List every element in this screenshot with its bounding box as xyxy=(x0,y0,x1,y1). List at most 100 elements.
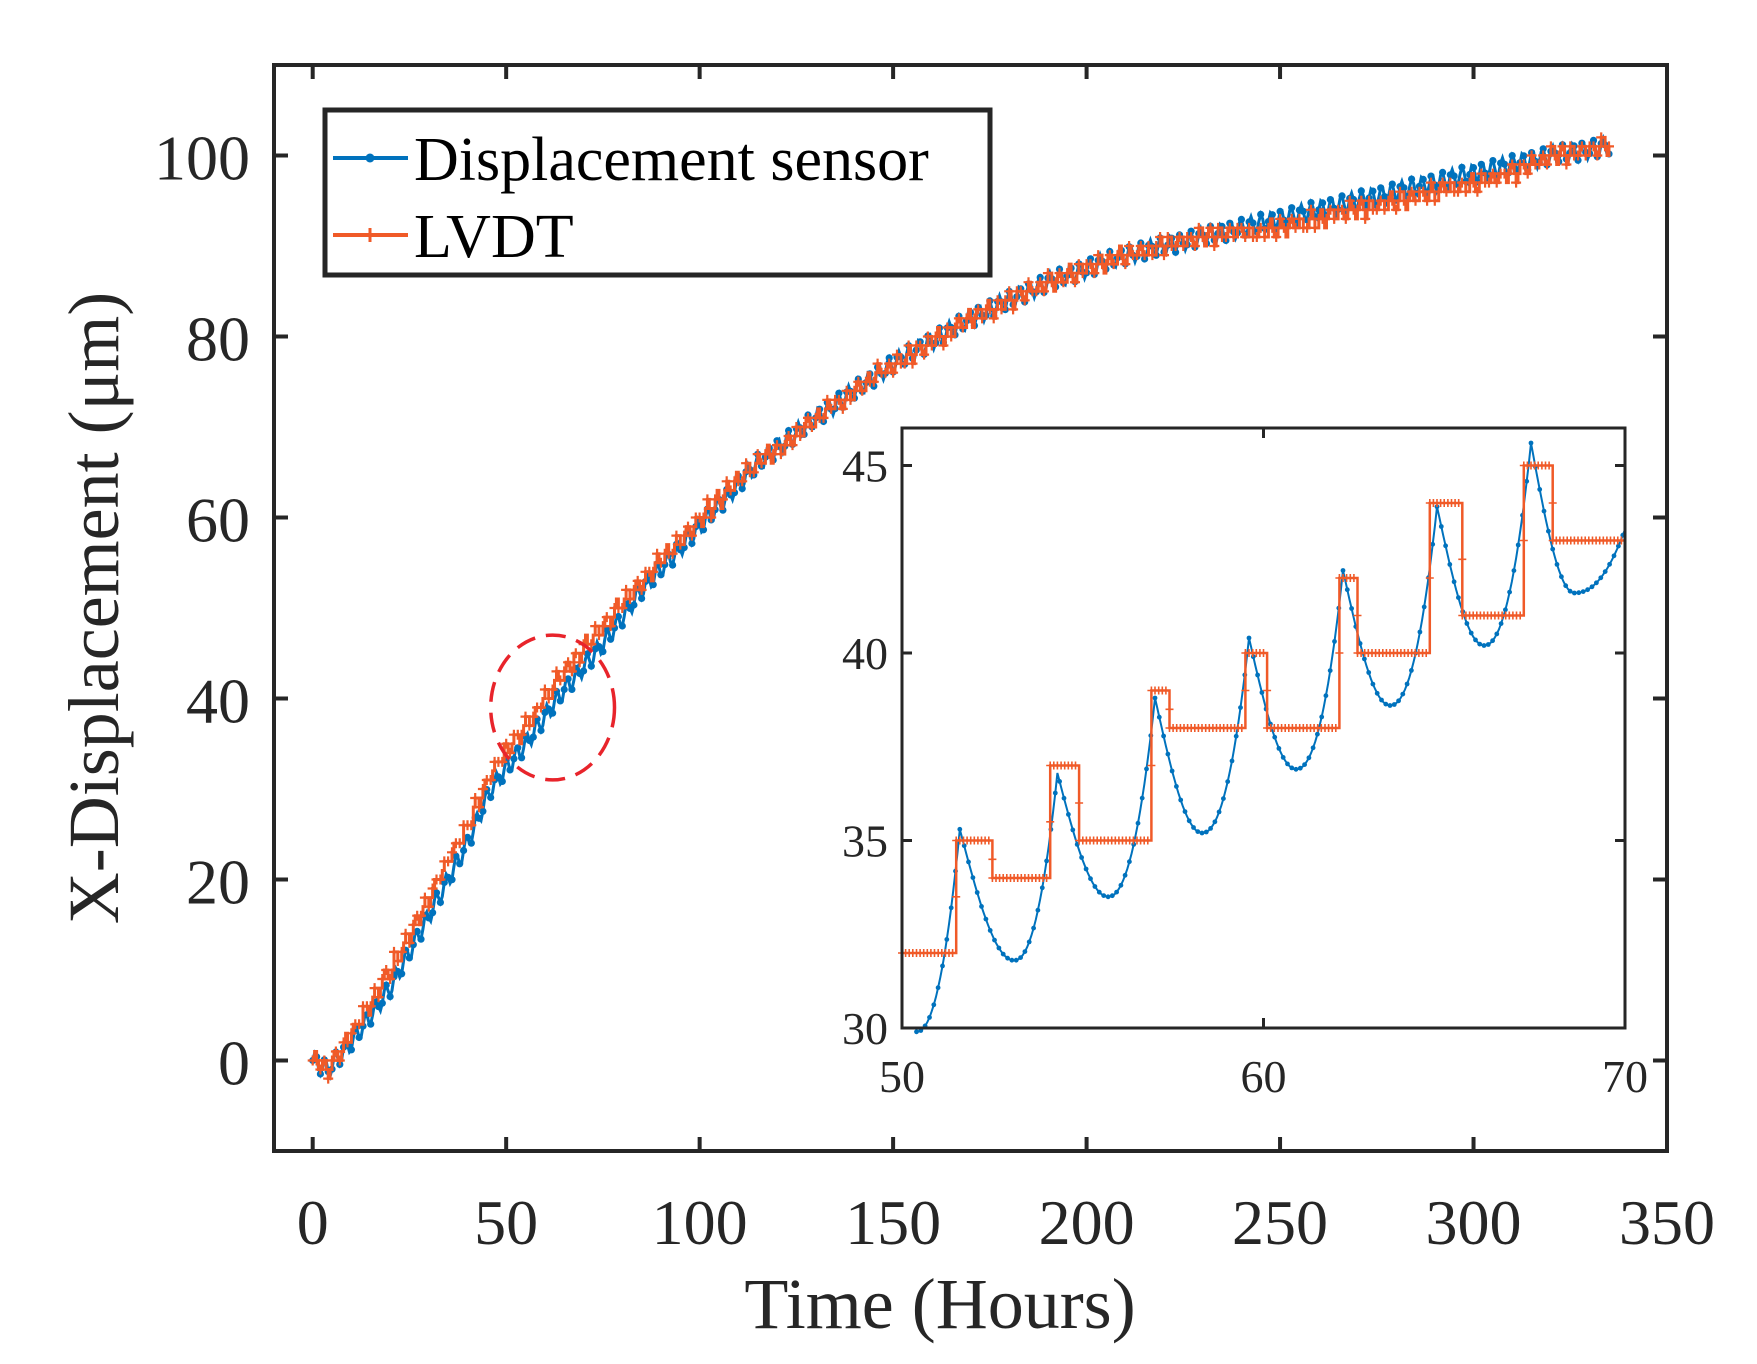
inset-sensor-point xyxy=(1013,957,1019,963)
inset-plot-tick-labels: 50 60 70 30 35 40 45 xyxy=(842,441,1648,1103)
lvdt-point xyxy=(725,485,736,496)
lvdt-point xyxy=(1244,222,1255,233)
sensor-point xyxy=(564,675,572,683)
inset-sensor-point xyxy=(1039,885,1045,891)
lvdt-point xyxy=(1391,204,1402,215)
inset-sensor-point xyxy=(1485,642,1491,647)
lvdt-point xyxy=(1518,159,1529,170)
inset-sensor-point xyxy=(1554,562,1560,567)
lvdt-point xyxy=(1193,222,1204,233)
inset-y-tick-label: 45 xyxy=(842,441,888,492)
sensor-point xyxy=(1249,219,1257,227)
lvdt-point xyxy=(934,331,945,342)
legend: Displacement sensor LVDT xyxy=(322,107,993,278)
sensor-point xyxy=(1520,152,1528,160)
lvdt-point xyxy=(1395,186,1405,197)
sensor-point xyxy=(785,427,793,435)
inset-y-tick-label: 30 xyxy=(842,1003,888,1054)
inset-sensor-point xyxy=(1212,819,1218,825)
lvdt-point xyxy=(977,313,988,324)
lvdt-point xyxy=(1511,177,1522,188)
sensor-point xyxy=(1458,163,1466,171)
inset-sensor-point xyxy=(931,1002,937,1008)
inset-sensor-point xyxy=(1088,876,1093,882)
inset-sensor-point xyxy=(1272,734,1278,740)
inset-sensor-point xyxy=(1293,766,1299,772)
lvdt-point xyxy=(1604,141,1614,152)
inset-sensor-point xyxy=(1182,809,1188,814)
y-tick-label: 0 xyxy=(218,1028,250,1099)
x-tick-label: 300 xyxy=(1426,1187,1522,1258)
inset-sensor-point xyxy=(1255,672,1260,678)
lvdt-point xyxy=(1089,268,1100,279)
legend-box xyxy=(322,107,993,278)
inset-sensor-point xyxy=(1092,884,1098,889)
inset-sensor-point xyxy=(1468,630,1474,636)
lvdt-point xyxy=(1213,222,1224,233)
main-plot-tick-labels: 0 50 100 150 200 250 300 350 0 20 40 60 80 100 xyxy=(154,123,1715,1259)
inset-sensor-point xyxy=(1285,761,1290,767)
inset-sensor-point xyxy=(1026,939,1032,945)
lvdt-point xyxy=(594,630,604,641)
lvdt-point xyxy=(470,793,481,803)
lvdt-point xyxy=(1553,150,1564,161)
sensor-point xyxy=(1489,157,1497,165)
sensor-point xyxy=(1268,211,1276,219)
inset-sensor-point xyxy=(1550,546,1556,552)
x-tick-label: 100 xyxy=(652,1187,748,1258)
inset-sensor-point xyxy=(1195,829,1201,834)
main-plot-annotation xyxy=(488,633,617,782)
sensor-point xyxy=(347,1046,355,1054)
inset-sensor-point xyxy=(1421,604,1427,610)
sensor-point xyxy=(657,571,665,579)
sensor-point xyxy=(1408,175,1416,183)
lvdt-point xyxy=(1000,295,1011,306)
inset-sensor-point xyxy=(1165,751,1171,757)
lvdt-point xyxy=(346,1028,357,1039)
inset-sensor-point xyxy=(979,904,984,909)
lvdt-point xyxy=(946,331,957,342)
inset-sensor-point xyxy=(1541,508,1547,514)
sensor-point xyxy=(549,709,557,717)
inset-sensor-point xyxy=(1216,809,1222,815)
inset-sensor-point xyxy=(1366,670,1372,675)
sensor-point xyxy=(1307,199,1315,207)
sensor-point xyxy=(1477,160,1485,168)
inset-y-tick-label: 40 xyxy=(842,628,888,679)
lvdt-point xyxy=(1491,177,1502,188)
inset-sensor-point xyxy=(1507,589,1512,595)
inset-sensor-point xyxy=(1221,796,1226,801)
inset-lvdt-point xyxy=(1335,649,1344,657)
inset-sensor-point xyxy=(1118,882,1124,888)
inset-sensor-point xyxy=(1616,543,1621,549)
inset-lvdt-point xyxy=(1161,686,1170,695)
lvdt-point xyxy=(524,720,535,731)
lvdt-point xyxy=(1472,186,1483,197)
inset-lvdt-point xyxy=(1165,705,1174,714)
inset-sensor-point xyxy=(1602,569,1608,574)
inset-lvdt-point xyxy=(1458,555,1467,564)
lvdt-point xyxy=(1147,250,1158,261)
lvdt-point xyxy=(686,530,697,541)
sensor-point xyxy=(398,970,406,978)
inset-y-tick-label: 35 xyxy=(842,816,888,867)
inset-sensor-point xyxy=(987,928,993,933)
y-tick-label: 20 xyxy=(186,847,250,918)
lvdt-point xyxy=(1275,213,1286,224)
inset-sensor-point xyxy=(1370,681,1376,687)
lvdt-point xyxy=(1538,150,1549,161)
inset-lvdt-point xyxy=(1237,724,1246,732)
lvdt-point xyxy=(1070,277,1080,288)
lvdt-point xyxy=(915,340,926,351)
inset-sensor-point xyxy=(1528,440,1534,446)
sensor-point xyxy=(630,601,638,609)
inset-x-tick-label: 60 xyxy=(1241,1051,1287,1102)
inset-sensor-point xyxy=(1598,575,1604,581)
lvdt-point xyxy=(1058,277,1069,288)
inset-sensor-point xyxy=(1018,955,1023,960)
lvdt-point xyxy=(563,657,574,668)
inset-sensor-point xyxy=(1456,595,1461,600)
sensor-point xyxy=(1427,172,1435,180)
inset-lvdt-point xyxy=(1454,499,1463,507)
inset-sensor-point xyxy=(1611,553,1617,559)
